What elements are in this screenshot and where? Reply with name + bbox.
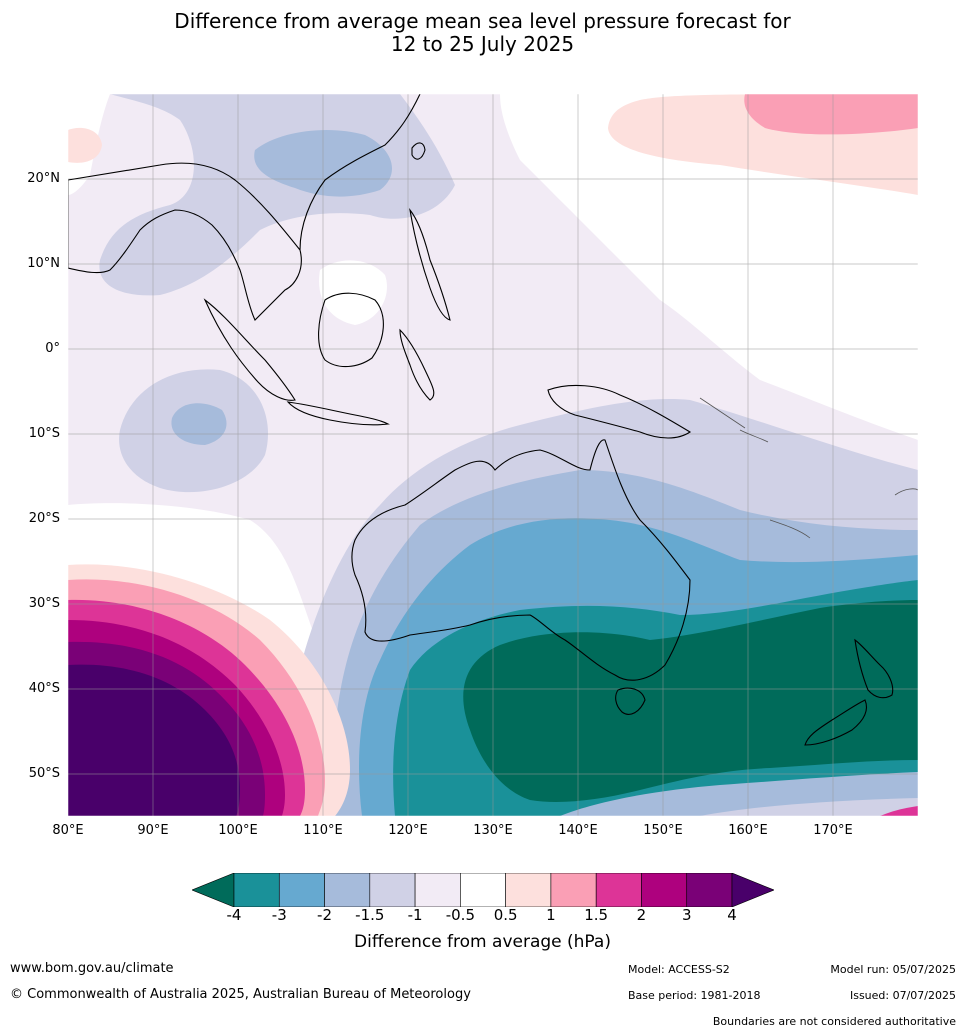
- coast-sumatra: [203, 298, 296, 401]
- model-run-date: Model run: 05/07/2025: [830, 963, 956, 976]
- lon-label-90e: 90°E: [137, 823, 169, 838]
- lat-label-20n: 20°N: [27, 171, 60, 186]
- coast-taiwan: [411, 142, 426, 160]
- coast-sulawesi: [399, 328, 435, 401]
- lat-label-10n: 10°N: [27, 256, 60, 271]
- field-south-band-2: [700, 798, 918, 816]
- coast-new-guinea: [547, 384, 692, 439]
- lon-label-140e: 140°E: [558, 823, 598, 838]
- copyright-text: © Commonwealth of Australia 2025, Austra…: [10, 987, 471, 1002]
- colorbar-segment: [686, 873, 733, 907]
- coast-philippines: [409, 208, 451, 321]
- lat-label-10s: 10°S: [28, 426, 60, 441]
- lat-label-0: 0°: [45, 341, 60, 356]
- coast-australia: [351, 439, 691, 681]
- lon-label-80e: 80°E: [52, 823, 84, 838]
- coast-new-zealand-south: [804, 699, 868, 746]
- colorbar-segment: [278, 873, 325, 907]
- colorbar-tick-label: -1.5: [355, 906, 385, 924]
- colorbar-label: Difference from average (hPa): [354, 932, 611, 952]
- website-link[interactable]: www.bom.gov.au/climate: [10, 961, 174, 976]
- colorbar-tick-label: -1: [407, 906, 423, 924]
- colorbar-tick-label: -0.5: [445, 906, 475, 924]
- colorbar-max-arrow: [731, 873, 774, 907]
- colorbar-tick-label: 4: [727, 906, 737, 924]
- lat-label-40s: 40°S: [28, 681, 60, 696]
- colorbar-segment: [550, 873, 597, 907]
- colorbar: [192, 873, 774, 907]
- boundaries-disclaimer: Boundaries are not considered authoritat…: [712, 1015, 956, 1028]
- field-neutral-borneo: [319, 260, 387, 325]
- issued-date: Issued: 07/07/2025: [849, 989, 956, 1002]
- base-period: Base period: 1981-2018: [628, 989, 761, 1002]
- colorbar-segment: [460, 873, 506, 907]
- lat-label-50s: 50°S: [28, 766, 60, 781]
- colorbar-tick-label: 2: [636, 906, 647, 924]
- lon-label-160e: 160°E: [728, 823, 768, 838]
- colorbar-tick-label: 1: [546, 906, 556, 924]
- title-line-1: Difference from average mean sea level p…: [174, 9, 791, 33]
- pacific-islands: [699, 397, 918, 539]
- colorbar-segment: [505, 873, 552, 907]
- map-gridlines: [68, 94, 918, 816]
- colorbar-segment: [414, 873, 461, 907]
- field-plus-0-5-india: [68, 127, 102, 163]
- lon-label-110e: 110°E: [303, 823, 343, 838]
- colorbar-segment: [595, 873, 642, 907]
- colorbar-tick-label: 0.5: [493, 906, 518, 924]
- coast-mainland-asia: [68, 162, 302, 321]
- colorbar-segment: [233, 873, 280, 907]
- colorbar-segment: [369, 873, 416, 907]
- lon-label-120e: 120°E: [388, 823, 428, 838]
- lon-label-100e: 100°E: [218, 823, 258, 838]
- colorbar-tick-label: 1.5: [584, 906, 609, 924]
- colorbar-tick-label: -4: [226, 906, 242, 924]
- model-name: Model: ACCESS-S2: [628, 963, 730, 976]
- map-fields: [68, 94, 918, 816]
- field-south-pink: [880, 806, 918, 816]
- colorbar-tick-label: -2: [317, 906, 333, 924]
- field-minus-4: [463, 600, 918, 802]
- coast-new-zealand-north: [854, 638, 894, 699]
- lon-label-170e: 170°E: [813, 823, 853, 838]
- colorbar-min-arrow: [192, 873, 235, 907]
- colorbar-tick-label: 3: [681, 906, 692, 924]
- lon-label-130e: 130°E: [473, 823, 513, 838]
- colorbar-segment: [641, 873, 688, 907]
- title-line-2: 12 to 25 July 2025: [390, 32, 575, 56]
- lat-label-20s: 20°S: [28, 511, 60, 526]
- field-minus-1-5-indian: [171, 403, 227, 445]
- coast-china-east: [299, 94, 421, 251]
- colorbar-segment: [324, 873, 371, 907]
- map-title: Difference from average mean sea level p…: [0, 10, 965, 56]
- map-frame: [67, 93, 919, 817]
- colorbar-tick-label: -3: [271, 906, 287, 924]
- field-plus-1-ne: [744, 94, 918, 135]
- coast-borneo: [318, 292, 384, 368]
- field-neutral-pacific: [500, 94, 918, 440]
- field-plus-4-sw: [68, 664, 240, 816]
- lat-label-30s: 30°S: [28, 596, 60, 611]
- coast-tasmania: [615, 687, 646, 715]
- lon-label-150e: 150°E: [643, 823, 683, 838]
- coast-java: [286, 401, 390, 426]
- coastlines: [68, 94, 894, 746]
